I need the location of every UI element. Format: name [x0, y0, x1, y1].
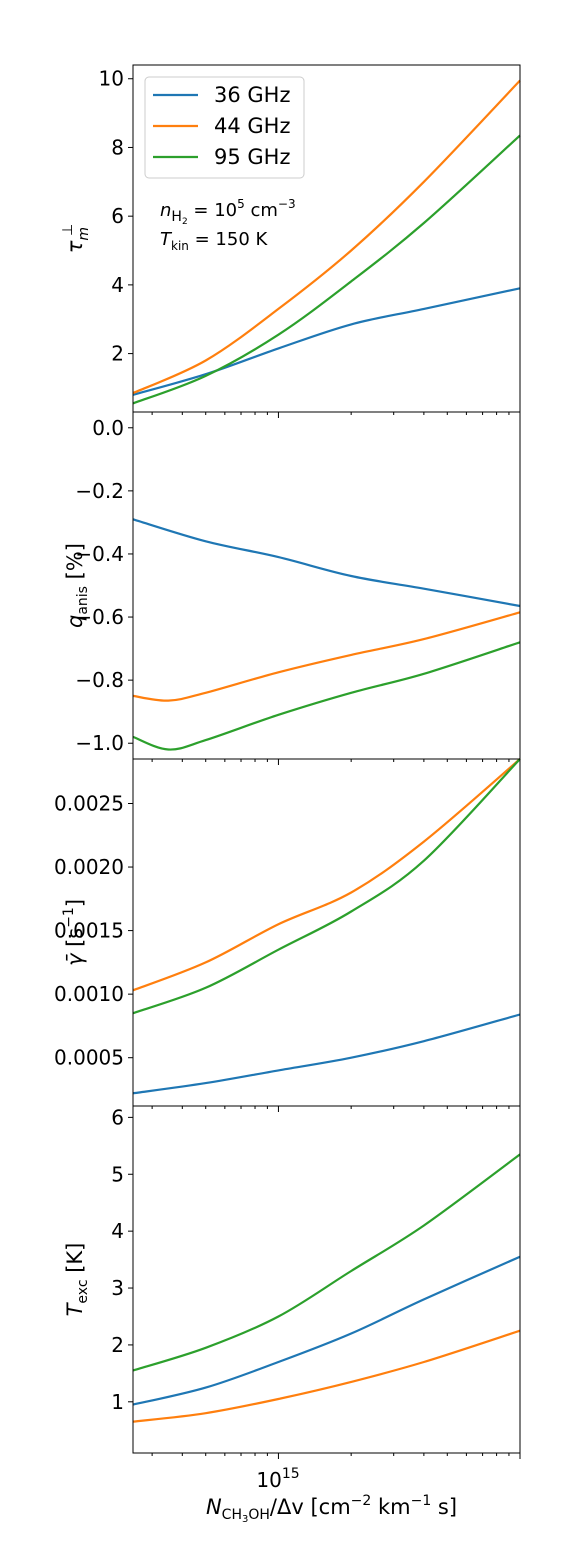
ylabel-sup: −1 [61, 907, 77, 928]
axes-frame [132, 1105, 521, 1454]
y-tick-label: 2 [111, 1333, 124, 1357]
series-line-36-ghz [132, 287, 521, 396]
y-tick-label: 0.0005 [54, 1046, 124, 1070]
series-line-36-ghz [132, 1013, 521, 1095]
y-axis-label: Texc [K] [63, 1243, 91, 1317]
ylabel-symbol: T [63, 1301, 87, 1316]
y-tick-label: 0.0025 [54, 791, 124, 815]
x-axis-label: NCH3OH/Δv [cm−2 km−1 s] [206, 1493, 457, 1525]
anno-sub: kin [171, 239, 189, 253]
y-tick-label: 10 [99, 67, 124, 91]
xtick-base: 10 [256, 1468, 281, 1492]
y-tick-label: 1 [111, 1390, 124, 1414]
y-tick-label: 0.0010 [54, 982, 124, 1006]
series-line-44-ghz [132, 611, 521, 702]
ylabel-symbol: γ̄ [63, 952, 87, 966]
legend-label: 44 GHz [214, 114, 290, 138]
y-tick-label: 0.0 [92, 416, 124, 440]
xtick-exp: 15 [282, 1466, 300, 1482]
y-tick-label: 5 [111, 1162, 124, 1186]
ylabel-sup: ⊥ [60, 224, 76, 236]
y-tick-label: 4 [111, 273, 124, 297]
series-line-36-ghz [132, 1255, 521, 1406]
ylabel-unit: [K] [63, 1243, 87, 1280]
y-tick-label: 6 [111, 1105, 124, 1129]
legend-label: 36 GHz [214, 83, 290, 107]
series-line-95-ghz [132, 1153, 521, 1372]
series-line-36-ghz [132, 518, 521, 608]
panel-q: 0.0 −0.2 −0.4 −0.6 −0.8 −1.0 qanis [%] [63, 411, 521, 765]
y-tick-label: −0.2 [75, 479, 124, 503]
y-tick-label: 6 [111, 204, 124, 228]
anno-eq: = 10 [188, 200, 237, 221]
series-line-44-ghz [132, 1329, 521, 1423]
y-tick-label: 3 [111, 1276, 124, 1300]
y-tick-label: −0.4 [75, 542, 124, 566]
anno-subsub: 2 [182, 217, 188, 227]
series-line-95-ghz [132, 758, 521, 1015]
panel-gamma: 0.0005 0.0010 0.0015 0.0020 0.0025 γ̄ [s−1] [54, 758, 521, 1112]
annotation-temperature: Tkin = 150 K [160, 229, 268, 253]
anno-exp: 5 [237, 197, 245, 211]
xlabel-subsub: 3 [242, 1514, 248, 1525]
xlabel-sub: CH [222, 1507, 242, 1523]
xlabel-exp2: −1 [411, 1493, 432, 1509]
legend-label: 95 GHz [214, 145, 290, 169]
ylabel-sub: exc [75, 1279, 91, 1303]
y-axis-label: qanis [%] [63, 543, 91, 628]
ylabel-symbol: τ [63, 240, 87, 253]
legend: 36 GHz 44 GHz 95 GHz [144, 76, 305, 179]
y-tick-label: 8 [111, 135, 124, 159]
xlabel-mid2: km [371, 1495, 410, 1519]
xlabel-exp1: −2 [351, 1493, 372, 1509]
ylabel-unit: [%] [63, 543, 87, 586]
y-tick-label: 0.0015 [54, 919, 124, 943]
annotation-density: nH2 = 105 cm−3 [160, 197, 296, 227]
ylabel-close: ] [63, 899, 87, 907]
series-line-95-ghz [132, 134, 521, 405]
xlabel-sym: N [206, 1495, 222, 1519]
anno-sym: n [160, 200, 171, 221]
anno-eq: = 150 K [189, 229, 269, 250]
y-axis-label: γ̄ [s−1] [61, 899, 87, 966]
axes-frame [132, 411, 521, 760]
xlabel-mid: /Δv [cm [270, 1495, 351, 1519]
y-tick-label: 0.0020 [54, 855, 124, 879]
y-tick-label: −0.8 [75, 668, 124, 692]
y-tick-label: −1.0 [75, 731, 124, 755]
xlabel-sub2: OH [248, 1507, 270, 1523]
x-tick-label: 1015 [256, 1466, 299, 1492]
y-tick-label: −0.6 [75, 605, 124, 629]
y-tick-label: 4 [111, 1219, 124, 1243]
xlabel-end: s] [431, 1495, 457, 1519]
series-line-44-ghz [132, 758, 521, 992]
series-line-95-ghz [132, 641, 521, 751]
ylabel-sub: m [76, 227, 92, 241]
anno-sub: H [171, 209, 182, 225]
ylabel-sub: anis [75, 586, 91, 615]
y-axis-label: τm⊥ [60, 224, 92, 254]
anno-sym: T [160, 229, 173, 250]
legend-box [144, 76, 305, 179]
anno-unit: cm [245, 200, 278, 221]
y-tick-label: 2 [111, 342, 124, 366]
ylabel-symbol: q [63, 615, 87, 628]
series-line-44-ghz [132, 79, 521, 395]
ylabel-unit: [s [63, 928, 87, 954]
anno-unit-exp: −3 [278, 197, 296, 211]
